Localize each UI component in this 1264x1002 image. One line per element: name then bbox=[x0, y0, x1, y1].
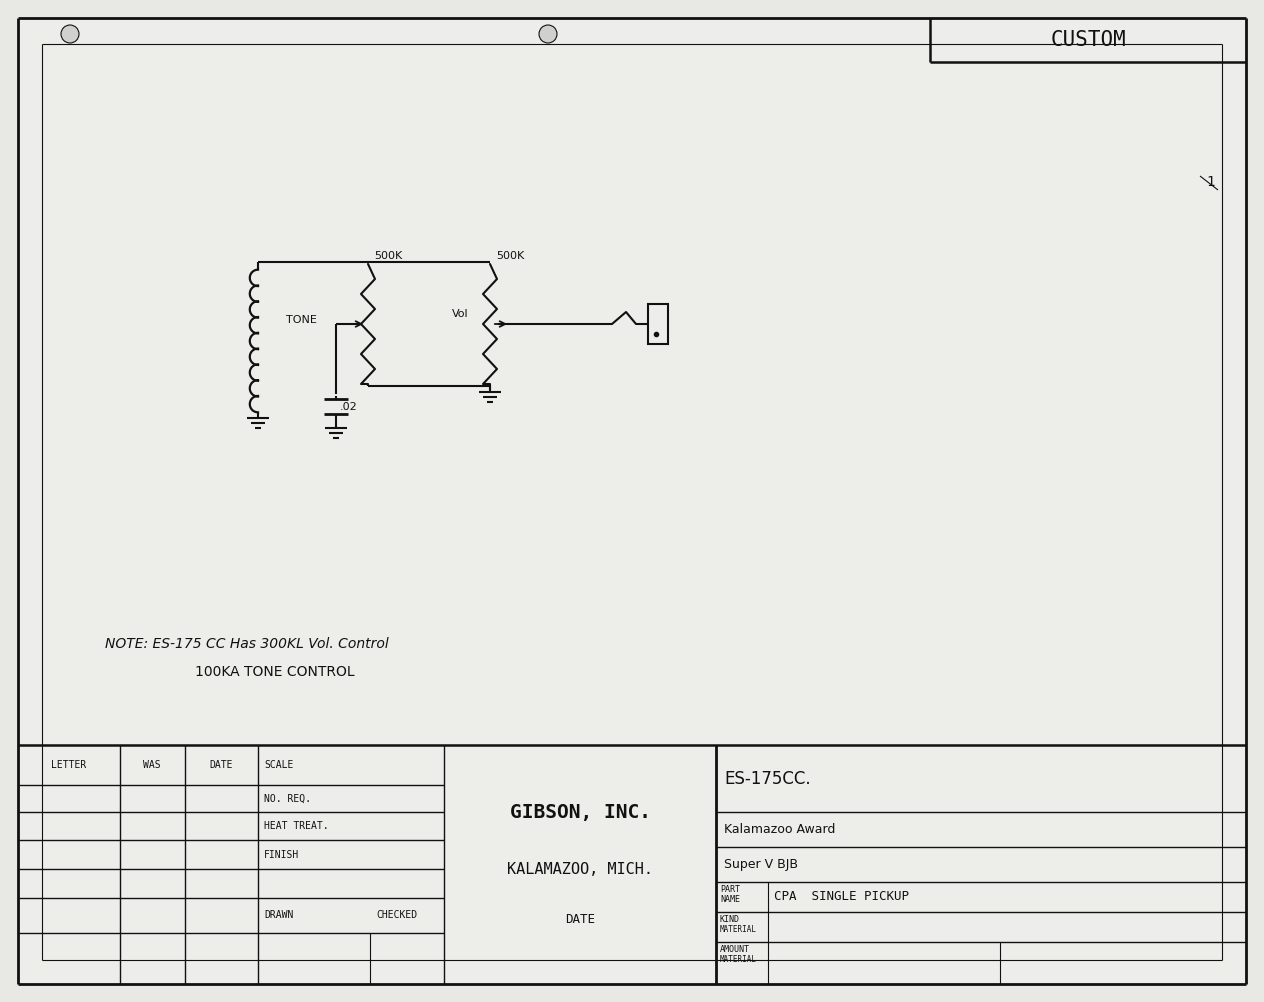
Text: PART: PART bbox=[720, 886, 739, 895]
Circle shape bbox=[61, 25, 78, 43]
Text: GIBSON, INC.: GIBSON, INC. bbox=[509, 803, 651, 822]
Text: AMOUNT: AMOUNT bbox=[720, 946, 750, 955]
Text: DATE: DATE bbox=[210, 760, 233, 770]
Text: KALAMAZOO, MICH.: KALAMAZOO, MICH. bbox=[507, 862, 653, 877]
Text: LETTER: LETTER bbox=[52, 760, 87, 770]
Circle shape bbox=[538, 25, 557, 43]
Bar bbox=[648, 304, 667, 344]
Text: CHECKED: CHECKED bbox=[375, 911, 417, 921]
Text: SCALE: SCALE bbox=[264, 760, 293, 770]
Text: 500K: 500K bbox=[495, 250, 525, 261]
Text: NAME: NAME bbox=[720, 895, 739, 904]
Text: Vol: Vol bbox=[453, 309, 469, 319]
Text: KIND: KIND bbox=[720, 916, 739, 925]
Text: DRAWN: DRAWN bbox=[264, 911, 293, 921]
Text: MATERIAL: MATERIAL bbox=[720, 955, 757, 964]
Text: HEAT TREAT.: HEAT TREAT. bbox=[264, 821, 329, 831]
Text: 100KA TONE CONTROL: 100KA TONE CONTROL bbox=[195, 665, 355, 679]
Text: Kalamazoo Award: Kalamazoo Award bbox=[724, 823, 836, 836]
Text: CUSTOM: CUSTOM bbox=[1050, 30, 1126, 50]
Text: TONE: TONE bbox=[286, 315, 317, 325]
Text: FINISH: FINISH bbox=[264, 850, 300, 860]
Text: 1: 1 bbox=[1206, 175, 1215, 189]
Text: DATE: DATE bbox=[565, 913, 595, 926]
Text: WAS: WAS bbox=[143, 760, 161, 770]
Text: CPA  SINGLE PICKUP: CPA SINGLE PICKUP bbox=[774, 891, 909, 904]
Text: 500K: 500K bbox=[374, 250, 402, 261]
Text: .02: .02 bbox=[340, 402, 358, 412]
Text: NOTE: ES-175 CC Has 300KL Vol. Control: NOTE: ES-175 CC Has 300KL Vol. Control bbox=[105, 637, 389, 651]
Text: NO. REQ.: NO. REQ. bbox=[264, 794, 311, 804]
Text: MATERIAL: MATERIAL bbox=[720, 925, 757, 934]
Text: Super V BJB: Super V BJB bbox=[724, 858, 798, 871]
Text: ES-175CC.: ES-175CC. bbox=[724, 770, 810, 788]
